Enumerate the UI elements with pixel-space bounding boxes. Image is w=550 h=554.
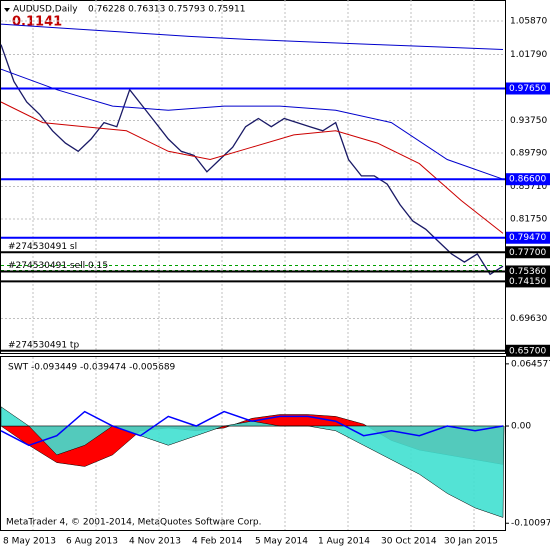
level-box [506,173,550,186]
indicator-line [0,410,504,447]
level-label: 0.79470 [509,233,546,243]
x-tick-label: 30 Oct 2014 [381,537,437,547]
level-box [506,231,550,244]
ohlc: 0.76228 0.76313 0.75793 0.75911 [88,5,245,15]
y-tick-label: 0.93750 [510,116,547,126]
symbol: AUDUSD,Daily [13,5,78,15]
x-tick-label: 5 May 2014 [255,537,308,547]
level-box [506,265,550,278]
level-label: 0.74150 [509,277,546,287]
price-line [0,68,504,180]
level-label: 0.65700 [509,346,546,356]
x-tick-label: 8 May 2013 [3,537,56,547]
price-line [0,101,504,234]
y-tick-label: 0.064577 [511,359,550,369]
x-tick-label: 6 Aug 2013 [66,537,118,547]
level-label: 0.75360 [509,267,546,277]
order-label: #274530491 tp [8,340,79,350]
copyright: MetaTrader 4, © 2001-2014, MetaQuotes So… [6,518,262,528]
level-box [506,344,550,357]
y-tick-label: 0.81750 [510,215,547,225]
y-tick-label: 0.89790 [510,149,547,159]
dropdown-icon [4,8,10,12]
order-label: #274530491 sl [8,242,77,252]
indicator-title: SWT -0.093449 -0.039474 -0.005689 [8,363,176,373]
level-box [506,82,550,95]
price-line [0,44,504,276]
x-tick-label: 30 Jan 2015 [444,537,498,547]
order-label: #274530491 sell 0.15 [8,261,108,271]
x-tick-label: 4 Feb 2014 [192,537,243,547]
y-tick-label: 0.85710 [510,182,547,192]
x-tick-label: 1 Aug 2014 [318,537,370,547]
y-tick-label: 1.05870 [510,17,547,27]
y-tick-label: 1.01790 [510,50,547,60]
x-tick-label: 4 Nov 2013 [129,537,181,547]
level-box [506,275,550,288]
level-label: 0.97650 [509,84,546,94]
y-tick-label: 0.00 [511,422,531,432]
indicator-frame [0,356,506,531]
y-tick-label: 0.69630 [510,314,547,324]
price-frame [0,0,506,354]
y-tick-label: -0.100974 [511,519,550,529]
indicator-area [0,406,505,518]
price-line [0,23,504,50]
level-label: 0.77700 [509,248,546,258]
level-box [506,246,550,259]
level-label: 0.86600 [509,175,546,185]
